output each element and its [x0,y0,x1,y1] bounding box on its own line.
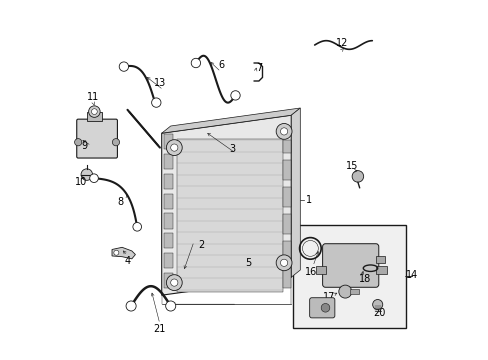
Circle shape [81,169,92,180]
Bar [283,268,291,288]
Bar [283,140,291,153]
Text: 16: 16 [305,267,317,277]
Circle shape [230,91,240,100]
Text: 5: 5 [244,258,251,268]
Circle shape [170,279,178,286]
Circle shape [114,250,119,255]
Circle shape [321,303,329,312]
Bar [349,289,358,294]
Circle shape [133,222,141,231]
Polygon shape [291,108,300,277]
Text: 13: 13 [153,78,166,88]
Circle shape [119,62,128,71]
Text: 20: 20 [372,308,385,318]
Circle shape [126,301,136,311]
Text: 14: 14 [405,270,417,280]
FancyBboxPatch shape [322,244,378,287]
Text: 15: 15 [346,161,358,171]
Bar [163,233,173,248]
Text: 18: 18 [358,274,370,284]
Bar [375,266,386,274]
Circle shape [338,285,351,298]
Bar [283,160,291,180]
Text: 21: 21 [153,324,166,334]
Circle shape [151,98,161,107]
Text: 3: 3 [228,144,234,154]
Circle shape [165,301,175,311]
Circle shape [166,275,182,291]
Bar [163,174,173,189]
Text: 8: 8 [117,197,123,207]
Text: 10: 10 [75,177,87,187]
Bar [375,256,384,263]
Bar [163,134,173,149]
Text: 12: 12 [335,38,347,48]
Circle shape [276,255,291,271]
Bar [283,187,291,207]
Circle shape [280,128,287,135]
Circle shape [112,139,120,146]
Bar [163,253,173,268]
Bar [283,214,291,234]
Text: 7: 7 [255,63,262,73]
Text: 1: 1 [305,195,311,205]
Text: 17: 17 [322,292,335,302]
Circle shape [372,300,382,310]
Circle shape [170,144,178,151]
FancyBboxPatch shape [309,298,334,318]
Bar [163,213,173,229]
Polygon shape [162,115,291,295]
Circle shape [75,139,81,146]
Bar [316,266,325,274]
Circle shape [276,123,291,139]
Circle shape [280,259,287,266]
Circle shape [89,174,98,183]
Bar [177,139,283,292]
Text: 19: 19 [310,308,322,318]
Circle shape [88,106,100,117]
Circle shape [351,171,363,182]
FancyBboxPatch shape [77,119,117,158]
Text: 2: 2 [198,240,204,250]
Circle shape [166,140,182,156]
Polygon shape [162,108,300,133]
Bar [292,225,406,328]
Text: 9: 9 [81,141,87,151]
Bar [283,241,291,261]
Text: 6: 6 [218,60,224,70]
Bar [163,194,173,209]
Bar [87,112,102,121]
Text: 11: 11 [87,92,99,102]
Bar [163,154,173,169]
Polygon shape [112,247,135,259]
Circle shape [191,58,200,68]
Circle shape [91,109,97,114]
Bar [163,273,173,288]
Text: 4: 4 [124,256,130,266]
